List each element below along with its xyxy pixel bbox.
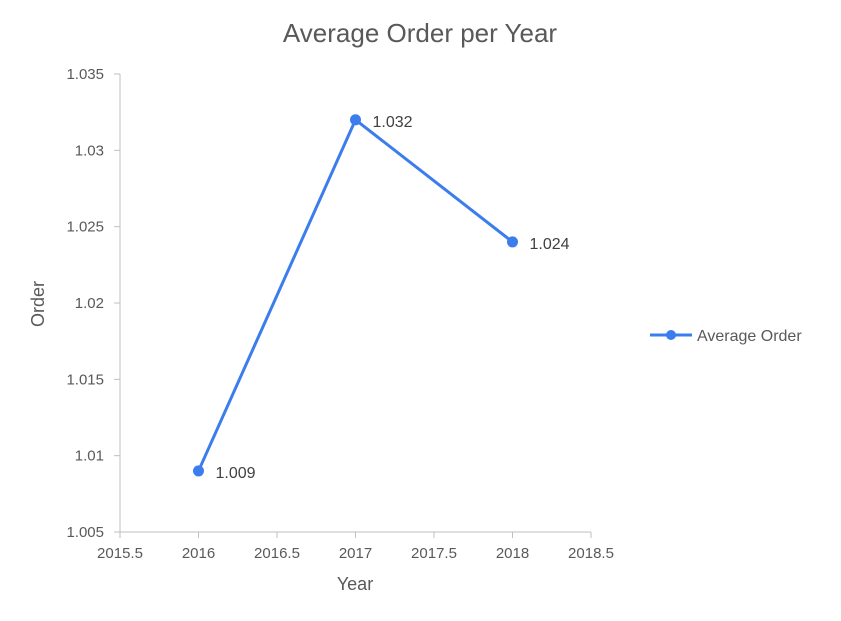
data-point <box>507 236 518 248</box>
data-label: 1.032 <box>373 114 413 131</box>
y-axis: 1.005 1.01 1.015 1.02 1.025 1.03 1.035 <box>66 66 121 541</box>
legend-label: Average Order <box>697 328 802 345</box>
x-tick-label: 2017.5 <box>411 545 457 562</box>
legend: Average Order <box>650 328 802 345</box>
legend-dot-marker <box>666 330 676 340</box>
y-axis-title: Order <box>28 281 48 327</box>
y-tick-label: 1.035 <box>66 66 104 83</box>
data-label: 1.009 <box>216 465 256 482</box>
x-tick-label: 2017 <box>339 545 372 562</box>
chart-title: Average Order per Year <box>283 18 557 48</box>
y-tick-label: 1.005 <box>66 524 104 541</box>
data-labels: 1.009 1.032 1.024 <box>216 114 570 482</box>
x-axis-title: Year <box>337 574 373 594</box>
series-average-order <box>193 114 518 477</box>
x-tick-label: 2016.5 <box>254 545 300 562</box>
y-tick-label: 1.025 <box>66 219 104 236</box>
y-tick-label: 1.015 <box>66 371 104 388</box>
x-tick-label: 2015.5 <box>97 545 143 562</box>
y-tick-label: 1.03 <box>75 142 104 159</box>
x-tick-label: 2016 <box>182 545 215 562</box>
x-tick-label: 2018.5 <box>568 545 614 562</box>
y-tick-label: 1.01 <box>75 448 104 465</box>
x-axis: 2015.5 2016 2016.5 2017 2017.5 2018 2018.5 <box>97 531 614 562</box>
data-label: 1.024 <box>530 236 570 253</box>
x-tick-label: 2018 <box>496 545 529 562</box>
data-point <box>193 465 204 477</box>
y-tick-label: 1.02 <box>75 295 104 312</box>
data-point <box>350 114 361 126</box>
series-line <box>197 118 514 473</box>
